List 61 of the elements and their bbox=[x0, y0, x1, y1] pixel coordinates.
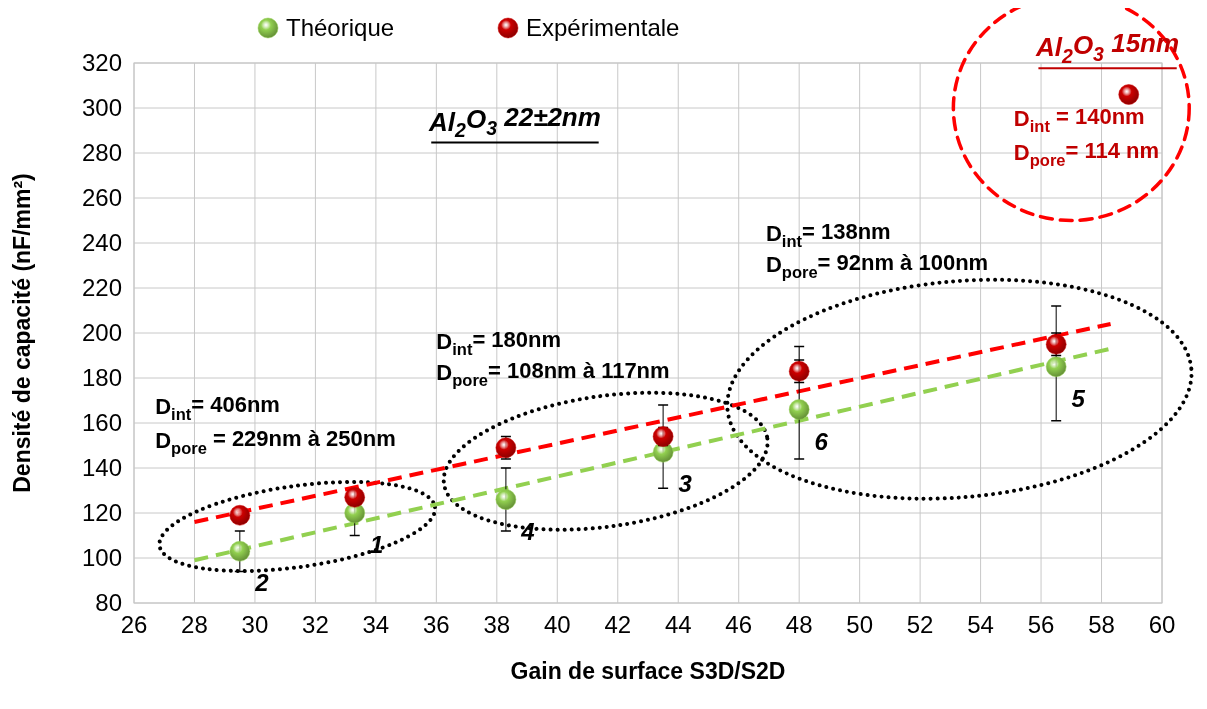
annotation: 3 bbox=[678, 470, 693, 498]
x-tick-label: 56 bbox=[1027, 611, 1055, 638]
annotation: 5 bbox=[1071, 384, 1086, 412]
legend-label: Expérimentale bbox=[526, 14, 680, 41]
point bbox=[495, 489, 517, 510]
annotation: D$_{pore}$= 114 nm bbox=[1013, 137, 1160, 169]
legend-label: Théorique bbox=[286, 14, 395, 41]
y-tick-label: 260 bbox=[81, 184, 122, 211]
annotation: Al$_{2}$O$_{3}$ 15nm bbox=[1035, 27, 1180, 68]
annotation: D$_{pore}$= 92nm à 100nm bbox=[765, 250, 989, 282]
y-tick-label: 80 bbox=[95, 589, 122, 616]
point bbox=[652, 426, 674, 447]
y-axis-title: Densité de capacité (nF/mm²) bbox=[9, 173, 35, 493]
y-tick-label: 160 bbox=[81, 409, 122, 436]
annotation: D$_{pore}$ = 229nm à 250nm bbox=[155, 425, 396, 457]
y-tick-label: 240 bbox=[81, 229, 122, 256]
y-tick-label: 220 bbox=[81, 274, 122, 301]
annotation: D$_{int}$= 180nm bbox=[436, 326, 562, 358]
x-tick-label: 38 bbox=[483, 611, 511, 638]
x-tick-label: 30 bbox=[241, 611, 269, 638]
x-tick-label: 42 bbox=[604, 611, 632, 638]
x-tick-label: 46 bbox=[725, 611, 753, 638]
y-tick-label: 280 bbox=[81, 139, 122, 166]
point bbox=[788, 399, 810, 420]
y-tick-label: 200 bbox=[81, 319, 122, 346]
x-tick-label: 40 bbox=[543, 611, 571, 638]
x-tick-label: 36 bbox=[423, 611, 450, 638]
point bbox=[344, 487, 365, 508]
x-tick-label: 52 bbox=[906, 611, 934, 638]
x-axis-title: Gain de surface S3D/S2D bbox=[510, 658, 786, 684]
annotation: D$_{int}$= 406nm bbox=[155, 392, 280, 423]
x-tick-label: 26 bbox=[120, 611, 148, 638]
annotation: Al$_{2}$O$_{3}$ 22±2nm bbox=[428, 101, 601, 142]
point bbox=[788, 361, 810, 382]
annotation: D$_{int}$= 138nm bbox=[765, 218, 891, 250]
point bbox=[1045, 334, 1067, 355]
annotation: 6 bbox=[814, 427, 829, 455]
point bbox=[495, 437, 517, 458]
annotation: D$_{pore}$= 108nm à 117nm bbox=[436, 358, 670, 390]
x-tick-label: 28 bbox=[181, 611, 208, 638]
point bbox=[1045, 356, 1067, 377]
x-tick-label: 32 bbox=[302, 611, 329, 638]
x-tick-label: 44 bbox=[664, 611, 692, 638]
y-tick-label: 120 bbox=[81, 499, 122, 526]
y-tick-label: 180 bbox=[81, 364, 122, 391]
y-tick-label: 300 bbox=[81, 94, 122, 121]
x-tick-label: 48 bbox=[785, 611, 813, 638]
x-tick-label: 58 bbox=[1088, 611, 1115, 638]
x-tick-label: 34 bbox=[362, 611, 390, 638]
y-tick-label: 140 bbox=[81, 454, 122, 481]
x-tick-label: 60 bbox=[1148, 611, 1176, 638]
point bbox=[229, 541, 251, 562]
annotation: 2 bbox=[254, 569, 270, 597]
annotation: D$_{int}$ = 140nm bbox=[1013, 104, 1145, 135]
y-tick-label: 100 bbox=[81, 544, 122, 571]
point bbox=[229, 505, 251, 526]
x-tick-label: 54 bbox=[967, 611, 994, 638]
x-tick-label: 50 bbox=[846, 611, 873, 638]
annotation: 4 bbox=[520, 517, 535, 545]
point bbox=[1118, 84, 1139, 105]
y-tick-label: 320 bbox=[81, 49, 122, 76]
